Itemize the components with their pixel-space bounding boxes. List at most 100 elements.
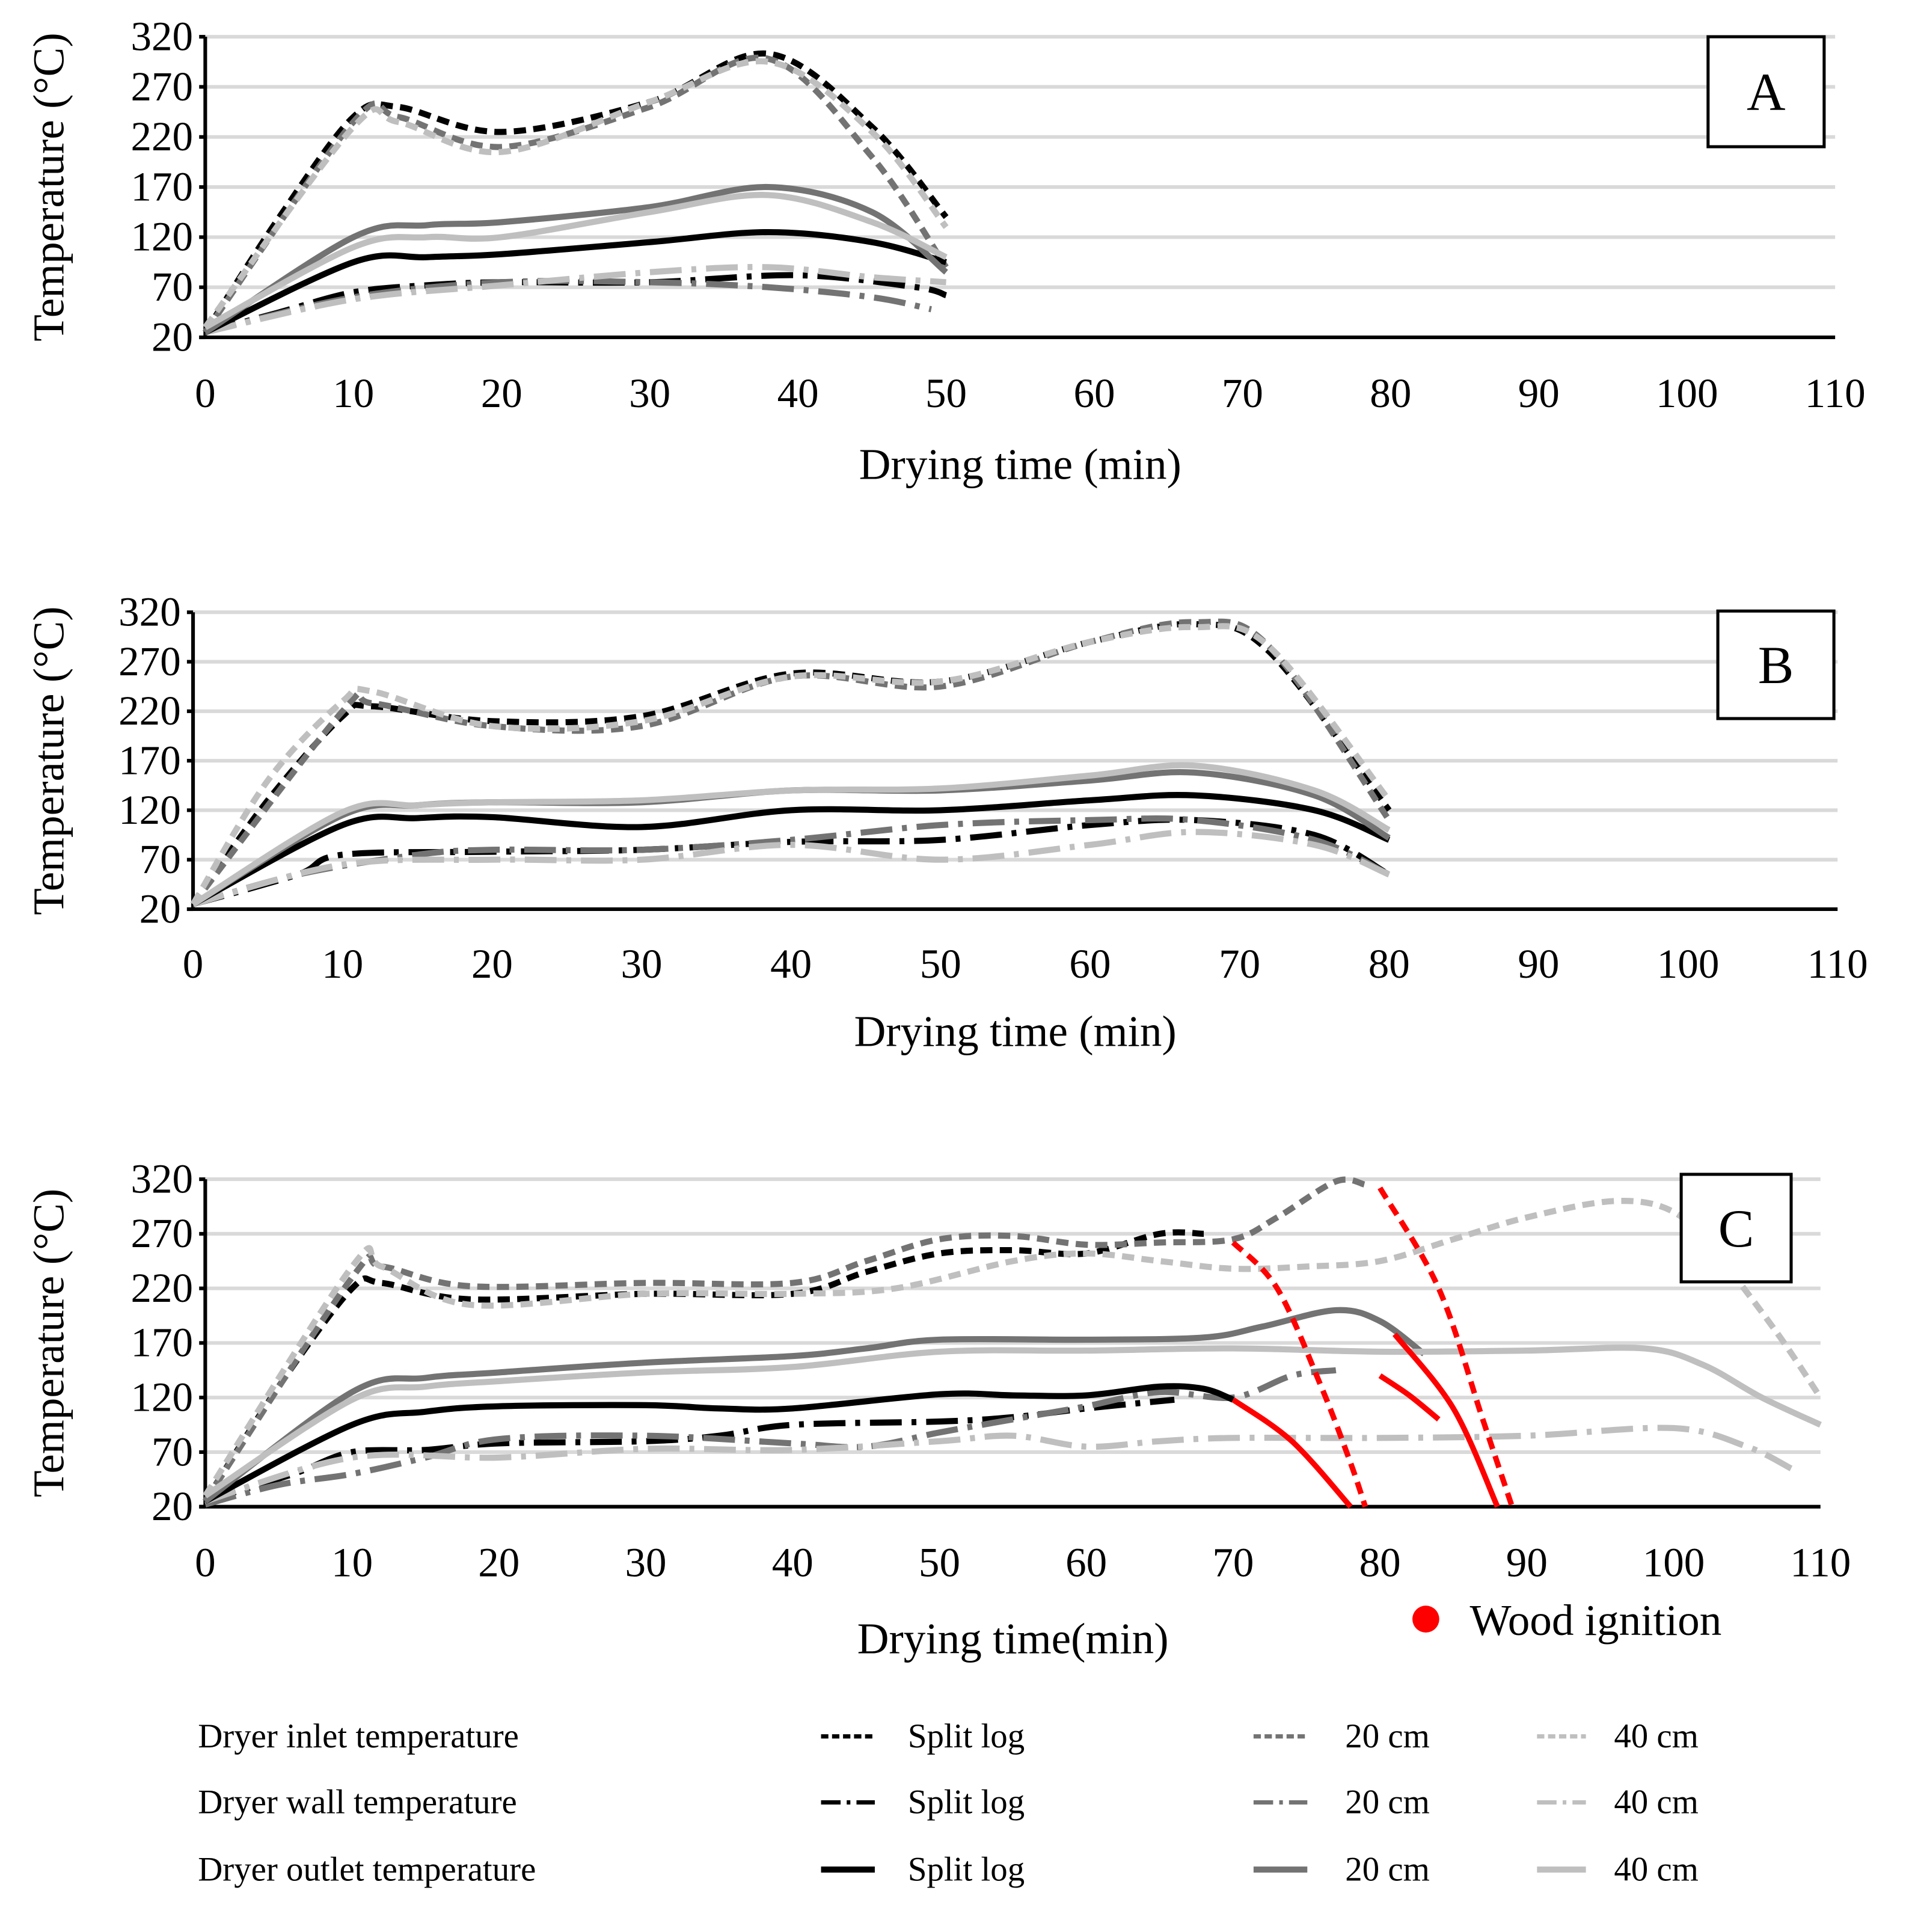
series-line-inlet-split [203, 50, 949, 334]
series-line-inlet-split [203, 1229, 1204, 1503]
x-tick-label: 60 [1065, 1539, 1107, 1586]
x-tick-label: 50 [920, 940, 961, 987]
chart-panel-c: 20 70 120 170 220 270 320 0 10 20 30 40 50 60 70 80 90 10… [25, 1155, 1851, 1663]
wood-ignition-marker [1412, 1605, 1439, 1633]
series-line-outlet-20cm [203, 183, 948, 335]
legend-item-label: Split log [908, 1850, 1025, 1888]
x-tick-label: 90 [1506, 1539, 1548, 1586]
series-line-outlet-40cm [203, 1345, 1822, 1498]
x-axis-label: Drying time (min) [854, 1007, 1176, 1056]
x-tick-label: 20 [471, 940, 513, 987]
series-line-inlet-20cm [203, 55, 949, 334]
y-tick-label: 70 [139, 836, 181, 882]
panel-label: A [1747, 63, 1786, 122]
series-line-wall-40cm [192, 829, 1391, 907]
y-axis-label: Temperature (°C) [25, 606, 73, 915]
series-line-outlet-ignition [1231, 1397, 1353, 1509]
y-tick-label: 120 [118, 787, 181, 833]
series-line-wall-40cm [204, 1424, 1793, 1504]
x-tick-label: 0 [195, 370, 216, 416]
y-tick-label: 220 [118, 687, 181, 734]
y-tick-label: 270 [130, 63, 193, 109]
series-line-inlet-40cm [203, 58, 949, 330]
y-tick-label: 20 [139, 885, 181, 931]
legend-item-label: 20 cm [1345, 1717, 1430, 1755]
y-tick-label: 270 [118, 638, 181, 684]
y-tick-label: 120 [130, 1374, 193, 1420]
series-line-inlet-40cm [203, 1198, 1823, 1498]
y-axis-label: Temperature (°C) [25, 1189, 73, 1498]
legend-row-label: Dryer wall temperature [198, 1783, 517, 1821]
panel-label: B [1758, 636, 1794, 695]
y-tick-label: 170 [118, 737, 181, 783]
x-tick-label: 110 [1805, 370, 1866, 416]
legend-item-label: Split log [908, 1717, 1025, 1755]
x-tick-label: 100 [1656, 370, 1718, 416]
series-line-inlet-40cm [190, 623, 1392, 906]
legend-item-label: 20 cm [1345, 1850, 1430, 1888]
y-axis-label: Temperature (°C) [25, 32, 73, 342]
series-line-inlet-ignition [1377, 1186, 1515, 1508]
x-tick-label: 20 [481, 370, 522, 416]
x-tick-label: 60 [1073, 370, 1115, 416]
legend-row-label: Dryer outlet temperature [198, 1850, 536, 1888]
y-tick-label: 320 [118, 589, 181, 635]
x-tick-label: 80 [1368, 940, 1410, 987]
wood-ignition-label: Wood ignition [1470, 1596, 1722, 1645]
x-tick-label: 20 [478, 1539, 519, 1586]
legend-row-label: Dryer inlet temperature [198, 1717, 519, 1755]
y-tick-label: 70 [152, 263, 193, 310]
series-line-outlet-20cm [203, 1307, 1426, 1504]
y-tick-label: 170 [130, 163, 193, 209]
x-tick-label: 100 [1657, 940, 1720, 987]
panel-label-box [1716, 609, 1836, 720]
legend-item-label: 40 cm [1614, 1783, 1699, 1821]
legend-item-label: Split log [908, 1783, 1025, 1821]
series-line-wall-20cm [204, 278, 932, 336]
panel-label-box [1679, 1173, 1793, 1284]
x-tick-label: 50 [925, 370, 967, 416]
y-tick-label: 20 [152, 1483, 193, 1529]
series-line-inlet-ignition [1231, 1240, 1368, 1508]
legend-item-label: 40 cm [1614, 1850, 1699, 1888]
series-line-inlet-20cm [203, 1176, 1366, 1503]
x-tick-label: 50 [919, 1539, 960, 1586]
x-tick-label: 80 [1370, 370, 1411, 416]
x-tick-label: 110 [1807, 940, 1868, 987]
x-tick-label: 70 [1219, 940, 1260, 987]
x-tick-label: 10 [331, 1539, 373, 1586]
y-tick-label: 320 [130, 1155, 193, 1201]
x-tick-label: 30 [625, 1539, 666, 1586]
series-line-outlet-split [204, 1383, 1234, 1504]
x-tick-label: 90 [1518, 940, 1559, 987]
y-tick-label: 170 [130, 1319, 193, 1366]
series-line-outlet-split [204, 228, 947, 336]
y-tick-label: 220 [130, 1265, 193, 1311]
x-axis-label: Drying time(min) [857, 1615, 1169, 1663]
panel-label-box [1706, 35, 1826, 149]
y-tick-label: 70 [152, 1428, 193, 1474]
x-axis-label: Drying time (min) [859, 440, 1181, 489]
legend-item-label: 40 cm [1614, 1717, 1699, 1755]
x-tick-label: 30 [629, 370, 670, 416]
series-line-outlet-40cm [203, 192, 948, 330]
x-tick-label: 80 [1359, 1539, 1401, 1586]
legend-item-label: 20 cm [1345, 1783, 1430, 1821]
x-tick-label: 40 [772, 1539, 814, 1586]
legend: Wood ignition Dryer inlet temperature Spl… [198, 1596, 1721, 1888]
x-tick-label: 40 [770, 940, 812, 987]
x-tick-label: 70 [1212, 1539, 1254, 1586]
x-tick-label: 70 [1222, 370, 1263, 416]
x-tick-label: 100 [1643, 1539, 1705, 1586]
series-line-outlet-ignition [1392, 1332, 1500, 1508]
x-tick-label: 10 [322, 940, 363, 987]
x-tick-label: 90 [1518, 370, 1560, 416]
x-tick-label: 30 [621, 940, 662, 987]
y-tick-label: 320 [130, 13, 193, 59]
series-line-wall-40cm [204, 264, 946, 336]
y-tick-label: 270 [130, 1210, 193, 1256]
panel-label: C [1718, 1199, 1754, 1259]
x-tick-label: 0 [195, 1539, 216, 1586]
